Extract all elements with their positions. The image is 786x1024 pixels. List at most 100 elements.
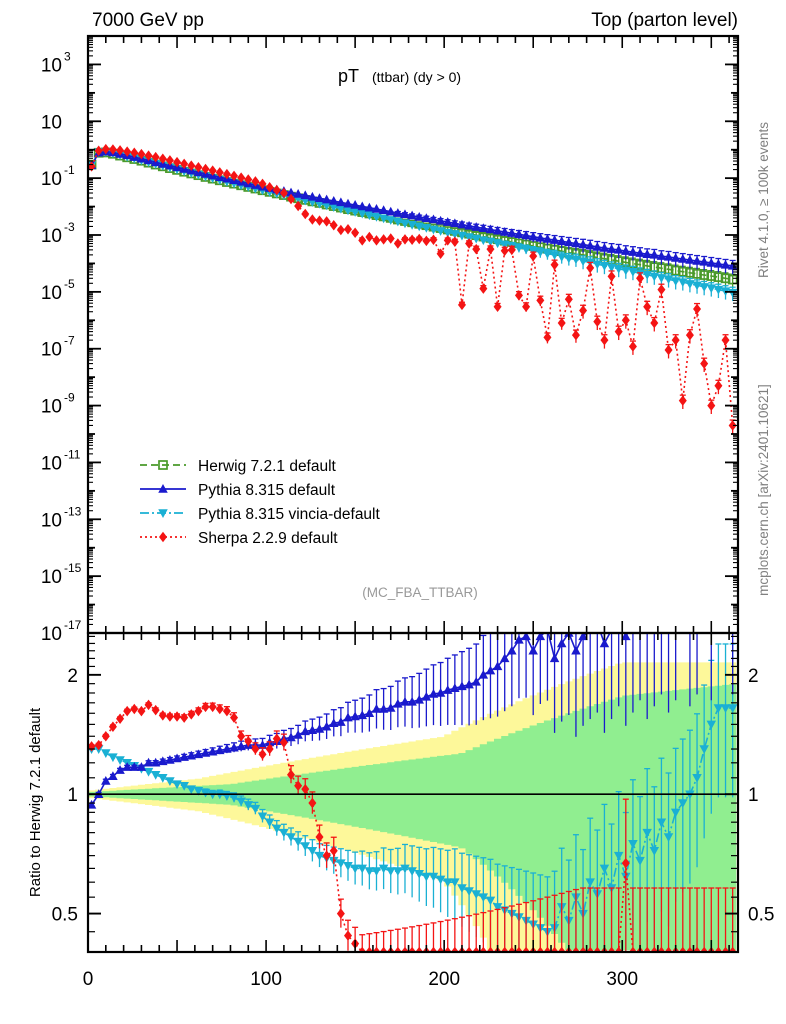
data-point-marker <box>293 837 303 847</box>
legend-item-herwig-7-2-1-default[interactable]: Herwig 7.2.1 default <box>140 458 337 475</box>
data-point-marker <box>322 216 331 227</box>
ratio-y-tick-label-right: 0.5 <box>748 905 774 926</box>
data-point-marker <box>535 232 546 242</box>
data-point-marker <box>336 224 345 236</box>
data-point-marker <box>237 731 246 742</box>
data-point-marker <box>693 303 702 315</box>
data-point-marker <box>670 253 681 262</box>
data-point-marker <box>158 756 168 766</box>
data-point-marker <box>720 704 731 713</box>
band-inner-green <box>88 684 737 951</box>
data-point-marker <box>692 255 702 265</box>
data-point-marker <box>485 237 496 247</box>
data-point-marker <box>358 235 367 246</box>
data-point-marker <box>450 236 459 247</box>
data-point-marker <box>222 168 231 180</box>
data-point-marker <box>393 208 403 217</box>
uncertainty-bands <box>88 662 737 951</box>
data-point-marker <box>514 229 524 239</box>
data-point-marker <box>450 878 460 888</box>
data-point-marker <box>478 893 489 903</box>
data-point-marker <box>144 150 153 161</box>
data-point-marker <box>215 703 224 715</box>
y-tick-label: 10 <box>41 397 62 418</box>
data-point-marker <box>472 946 481 952</box>
data-point-marker <box>714 380 723 391</box>
data-point-marker <box>478 236 489 246</box>
data-point-marker <box>492 239 503 249</box>
legend: Herwig 7.2.1 default Pythia 8.315 default… <box>140 458 381 547</box>
data-point-marker <box>201 701 210 713</box>
data-point-marker <box>215 745 225 755</box>
data-point-marker <box>507 228 517 237</box>
data-point-marker <box>364 708 375 718</box>
data-point-marker <box>492 661 503 671</box>
data-point-marker <box>621 266 631 276</box>
data-point-marker <box>201 163 210 175</box>
side-label-mcplots: mcplots.cern.ch [arXiv:2401.10621] <box>756 384 771 596</box>
data-point-marker <box>329 203 339 212</box>
data-point-marker <box>464 220 474 230</box>
data-point-marker <box>165 155 174 166</box>
data-point-marker <box>600 334 609 346</box>
data-point-marker <box>308 214 317 225</box>
y-tick-label: 10 <box>41 55 62 76</box>
data-point-marker <box>607 946 616 952</box>
y-tick-label: 10 <box>41 283 62 304</box>
data-point-marker <box>393 238 402 249</box>
legend-item-pythia-8-315-default[interactable]: Pythia 8.315 default <box>140 482 336 499</box>
legend-label: Pythia 8.315 default <box>198 482 336 499</box>
data-point-marker <box>670 265 681 276</box>
data-point-marker <box>378 704 389 713</box>
data-point-marker <box>635 606 645 615</box>
main-plot-title: pT (ttbar) (dy > 0) <box>338 66 461 86</box>
data-point-marker <box>621 315 630 326</box>
data-point-marker <box>628 267 638 277</box>
data-point-marker <box>421 224 432 233</box>
data-point-marker <box>173 156 182 168</box>
data-point-marker <box>400 946 409 952</box>
data-point-marker <box>321 201 332 211</box>
data-point-marker <box>244 736 253 747</box>
data-point-marker <box>670 277 681 287</box>
data-point-marker <box>699 745 709 755</box>
data-point-marker <box>471 222 481 231</box>
main-x-axis <box>87 36 730 633</box>
legend-item-sherpa-2-2-9-default[interactable]: Sherpa 2.2.9 default <box>140 530 338 547</box>
y-tick-label: 10 <box>41 169 62 190</box>
data-point-marker <box>116 713 125 724</box>
data-point-marker <box>343 206 353 216</box>
data-point-marker <box>279 187 288 199</box>
data-point-marker <box>664 946 673 952</box>
data-point-marker <box>621 246 631 255</box>
data-point-marker <box>407 210 417 220</box>
data-point-marker <box>180 158 189 170</box>
data-point-marker <box>400 209 410 219</box>
data-point-marker <box>443 946 452 952</box>
data-point-marker <box>321 721 332 731</box>
data-point-marker <box>465 238 474 249</box>
data-point-marker <box>507 946 516 952</box>
legend-label: Sherpa 2.2.9 default <box>198 530 338 547</box>
data-point-marker <box>351 227 360 238</box>
data-point-marker <box>450 218 460 228</box>
data-point-marker <box>393 946 402 952</box>
data-point-marker <box>727 704 738 713</box>
data-point-marker <box>386 233 395 244</box>
data-point-marker <box>593 946 602 952</box>
legend-item-pythia-8-315-vincia-default[interactable]: Pythia 8.315 vincia-default <box>140 506 381 523</box>
data-point-marker <box>650 317 659 329</box>
data-point-marker <box>706 720 717 730</box>
data-point-marker <box>685 255 695 264</box>
data-point-marker <box>294 780 303 792</box>
data-point-marker <box>464 233 474 243</box>
data-point-marker <box>678 395 687 406</box>
data-point-marker <box>663 833 674 842</box>
data-point-marker <box>336 204 346 214</box>
data-point-marker <box>300 726 311 736</box>
data-point-marker <box>322 850 331 861</box>
data-point-marker <box>606 244 617 253</box>
series-ratio-sherpa-2-2-9-default <box>88 699 737 952</box>
data-point-marker <box>442 228 453 238</box>
